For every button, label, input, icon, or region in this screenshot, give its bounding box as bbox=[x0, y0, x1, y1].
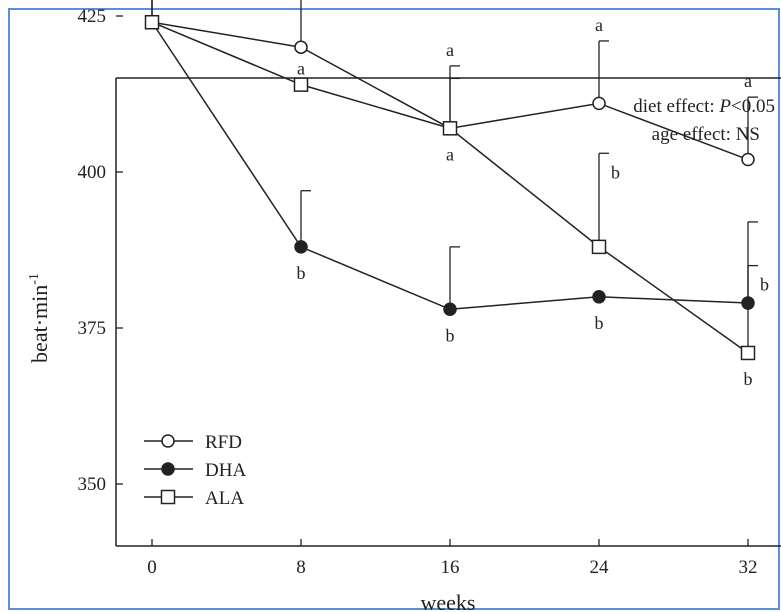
marker-ala bbox=[442, 121, 458, 136]
y-axis-label: beat·min-1 bbox=[27, 273, 52, 363]
significance-letter: b bbox=[744, 369, 753, 389]
tick-group: 35037540042545047508162432 bbox=[78, 6, 758, 578]
markers bbox=[144, 14, 756, 361]
y-tick-label: 350 bbox=[78, 474, 107, 495]
x-tick-label: 8 bbox=[296, 557, 306, 578]
figure-frame bbox=[8, 8, 780, 610]
marker-ala bbox=[591, 239, 607, 255]
x-tick-label: 16 bbox=[441, 557, 460, 578]
marker-ala bbox=[293, 77, 309, 92]
y-axis-label-superscript: -1 bbox=[27, 273, 42, 285]
significance-letter: a bbox=[446, 144, 454, 164]
significance-letter: b bbox=[760, 275, 769, 295]
legend-label-ala: ALA bbox=[205, 488, 244, 509]
marker-dha bbox=[741, 296, 755, 310]
annotation-diet-effect: diet effect: P<0.05 bbox=[633, 96, 775, 117]
legend-marker-rfd bbox=[161, 434, 175, 448]
marker-rfd bbox=[294, 40, 308, 54]
marker-dha bbox=[592, 290, 606, 304]
y-axis-label-text: beat·min bbox=[27, 285, 52, 363]
legend: RFD DHA ALA bbox=[144, 432, 246, 509]
significance-letter: a bbox=[446, 40, 454, 60]
marker-rfd bbox=[592, 96, 606, 111]
significance-letters: aaaabbbbaabb bbox=[297, 15, 770, 389]
axes bbox=[115, 77, 781, 547]
annotation-age-effect: age effect: NS bbox=[652, 124, 760, 145]
significance-letter: a bbox=[297, 59, 305, 79]
x-tick-label: 0 bbox=[147, 557, 157, 578]
marker-ala bbox=[144, 14, 160, 30]
y-tick-label: 375 bbox=[78, 318, 107, 339]
significance-letter: b bbox=[595, 313, 604, 333]
x-tick-label: 32 bbox=[739, 557, 758, 578]
significance-letter: b bbox=[446, 325, 455, 345]
legend-label-dha: DHA bbox=[205, 460, 246, 481]
legend-label-rfd: RFD bbox=[205, 432, 242, 453]
significance-letter: b bbox=[297, 263, 306, 283]
marker-dha bbox=[443, 302, 457, 317]
marker-dha bbox=[294, 240, 308, 254]
marker-rfd bbox=[741, 152, 755, 167]
significance-letter: a bbox=[595, 15, 603, 35]
y-tick-label: 425 bbox=[78, 6, 107, 27]
x-axis-label: weeks bbox=[421, 590, 476, 612]
legend-marker-dha bbox=[161, 462, 175, 476]
error-bars bbox=[151, 0, 758, 353]
significance-letter: b bbox=[611, 162, 620, 182]
marker-ala bbox=[740, 345, 756, 361]
legend-marker-ala bbox=[160, 489, 176, 505]
y-tick-label: 400 bbox=[78, 162, 107, 183]
x-tick-label: 24 bbox=[590, 557, 610, 578]
significance-letter: a bbox=[744, 71, 752, 91]
